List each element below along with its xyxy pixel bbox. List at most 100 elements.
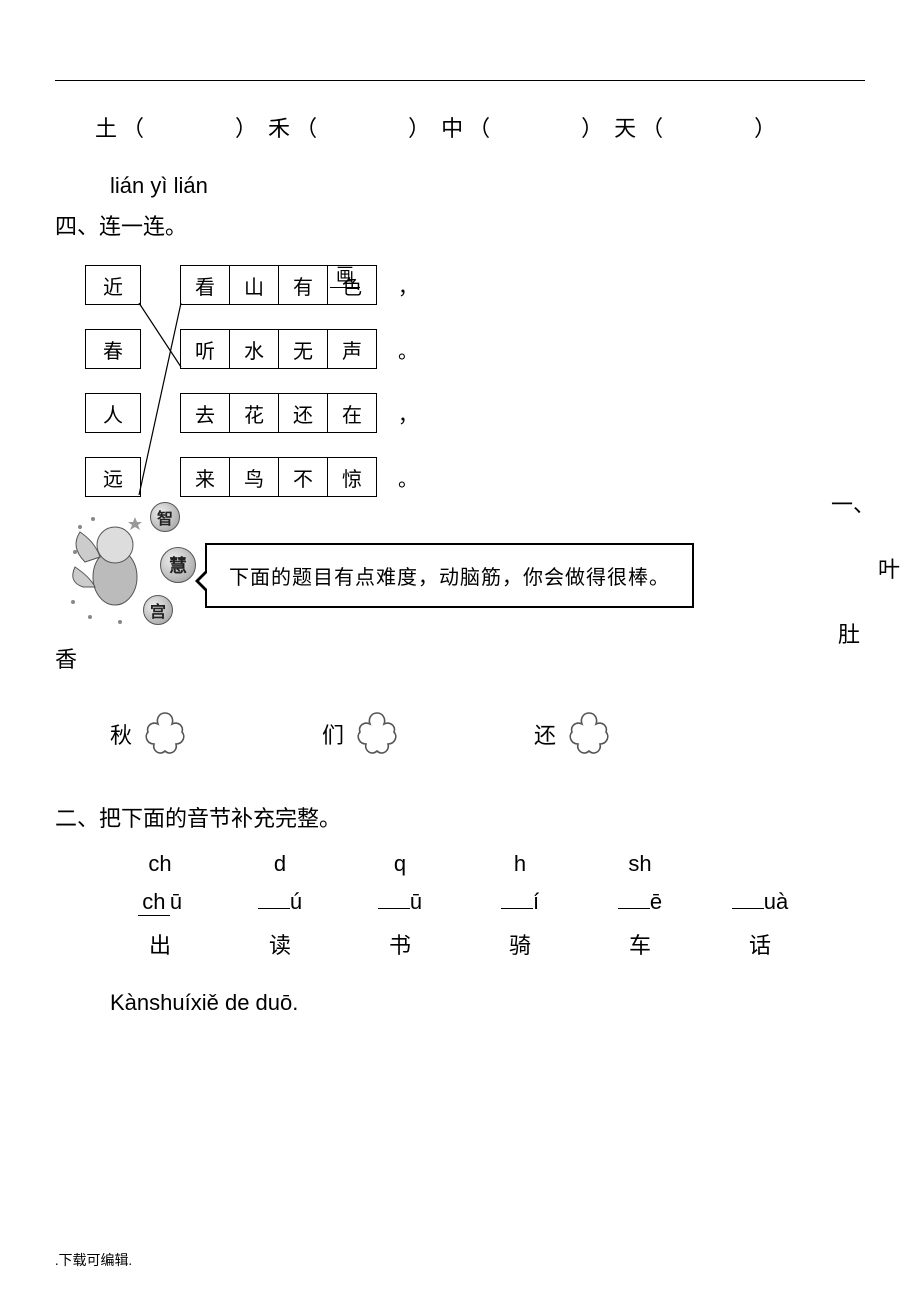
match-row: 人 去 花 还 在 ， bbox=[85, 393, 575, 433]
footer-pinyin: Kànshuíxiě de duō. bbox=[55, 990, 865, 1016]
fill-cell: d bbox=[220, 851, 340, 877]
fill-cell: 话 bbox=[700, 928, 820, 960]
flower-icon[interactable] bbox=[138, 707, 192, 761]
fill-cell: í bbox=[460, 889, 580, 916]
stray-char: 叶 bbox=[878, 552, 900, 584]
left-char-box[interactable]: 近 bbox=[85, 265, 141, 305]
fill-suffix: ū bbox=[410, 889, 422, 915]
fill-row-hanzi: 出 读 书 骑 车 话 bbox=[100, 928, 865, 960]
fill-suffix: í bbox=[533, 889, 539, 915]
paren-right: ） bbox=[581, 111, 604, 143]
blank-char: 禾 bbox=[268, 111, 291, 143]
poem-cell: 不 bbox=[278, 457, 328, 497]
fill-cell: ú bbox=[220, 889, 340, 916]
fill-cell: sh bbox=[580, 851, 700, 877]
poem-cell: 还 bbox=[278, 393, 328, 433]
fill-suffix: ū bbox=[170, 889, 182, 915]
fill-suffix: ē bbox=[650, 889, 662, 915]
poem-cell: 惊 bbox=[327, 457, 377, 497]
poem-cell: 无 bbox=[278, 329, 328, 369]
paren-left: （ bbox=[468, 111, 491, 143]
poem-cell: 花 bbox=[229, 393, 279, 433]
flower-label: 还 bbox=[534, 718, 556, 750]
flower-item: 还 bbox=[534, 707, 616, 761]
fill-blank[interactable] bbox=[501, 908, 533, 909]
poem-cell: 去 bbox=[180, 393, 230, 433]
fill-cell: 骑 bbox=[460, 928, 580, 960]
right-group: 来 鸟 不 惊 bbox=[181, 457, 377, 497]
stray-char: 肚 bbox=[838, 617, 860, 649]
poem-cell: 在 bbox=[327, 393, 377, 433]
right-group: 听 水 无 声 bbox=[181, 329, 377, 369]
coin-gong: 宫 bbox=[143, 595, 173, 625]
top-rule bbox=[55, 80, 865, 81]
fill-cell: 读 bbox=[220, 928, 340, 960]
fill-cell: ch bbox=[100, 851, 220, 877]
flower-item: 们 bbox=[322, 707, 404, 761]
left-char-box[interactable]: 远 bbox=[85, 457, 141, 497]
flower-row: 秋 们 还 bbox=[55, 707, 865, 761]
fill-suffix: uà bbox=[764, 889, 788, 915]
blank-char: 中 bbox=[441, 111, 464, 143]
fill-blank[interactable] bbox=[378, 908, 410, 909]
poem-punct: 。 bbox=[383, 457, 433, 497]
blank-item: 土 （ ） bbox=[95, 111, 258, 143]
left-char-box[interactable]: 人 bbox=[85, 393, 141, 433]
paren-right: ） bbox=[235, 111, 258, 143]
fill-blank[interactable] bbox=[618, 908, 650, 909]
sec4-heading: 四、连一连。 bbox=[55, 209, 865, 241]
flower-icon[interactable] bbox=[562, 707, 616, 761]
hint-bubble: 下面的题目有点难度，动脑筋，你会做得很棒。 bbox=[205, 543, 694, 608]
blank-item: 天 （ ） bbox=[614, 111, 777, 143]
blank-char: 土 bbox=[95, 111, 118, 143]
right-group: 看 山 有 色 bbox=[181, 265, 377, 305]
poem-cell: 水 bbox=[229, 329, 279, 369]
flower-icon[interactable] bbox=[350, 707, 404, 761]
fill-cell: ē bbox=[580, 889, 700, 916]
poem-cell: 来 bbox=[180, 457, 230, 497]
blank-char: 天 bbox=[614, 111, 637, 143]
paren-right: ） bbox=[754, 111, 777, 143]
fill-suffix: ú bbox=[290, 889, 302, 915]
paren-left: （ bbox=[122, 111, 145, 143]
fill-row-syllables: chū ú ū í ē uà bbox=[100, 889, 865, 916]
fill-cell: ū bbox=[340, 889, 460, 916]
paren-left: （ bbox=[641, 111, 664, 143]
flower-label: 秋 bbox=[110, 718, 132, 750]
fill-row-initials: ch d q h sh bbox=[100, 851, 865, 877]
blank-item: 禾 （ ） bbox=[268, 111, 431, 143]
poem-cell: 看 bbox=[180, 265, 230, 305]
flower-item: 秋 bbox=[110, 707, 192, 761]
fill-cell bbox=[700, 851, 820, 877]
footer-note: .下载可编辑. bbox=[55, 1250, 132, 1270]
match-row: 近 看 山 有 色 ， bbox=[85, 265, 575, 305]
fill-cell: q bbox=[340, 851, 460, 877]
sec2-heading: 二、把下面的音节补充完整。 bbox=[55, 801, 865, 833]
fill-blank[interactable] bbox=[258, 908, 290, 909]
fill-blank[interactable]: ch bbox=[138, 889, 170, 916]
stray-char: 一、 bbox=[831, 487, 875, 519]
match-row: 春 听 水 无 声 。 bbox=[85, 329, 575, 369]
fill-cell: uà bbox=[700, 889, 820, 916]
poem-punct: 。 bbox=[383, 329, 433, 369]
poem-punct: ， bbox=[383, 265, 433, 305]
paren-left: （ bbox=[295, 111, 318, 143]
pinyin-fill-table: ch d q h sh chū ú ū í ē uà 出 读 书 骑 车 话 bbox=[55, 851, 865, 960]
sec4-pinyin: lián yì lián bbox=[55, 173, 865, 199]
right-group: 去 花 还 在 bbox=[181, 393, 377, 433]
poem-cell: 有 bbox=[278, 265, 328, 305]
blank-item: 中 （ ） bbox=[441, 111, 604, 143]
match-row: 远 来 鸟 不 惊 。 bbox=[85, 457, 575, 497]
left-char-box[interactable]: 春 bbox=[85, 329, 141, 369]
flower-label: 们 bbox=[322, 718, 344, 750]
poem-punct: ， bbox=[383, 393, 433, 433]
fill-cell: h bbox=[460, 851, 580, 877]
fill-cell: 出 bbox=[100, 928, 220, 960]
hint-area: 智 慧 宫 下面的题目有点难度，动脑筋，你会做得很棒。 一、 叶 肚 香 bbox=[55, 507, 865, 677]
stray-char: 香 bbox=[55, 642, 77, 674]
poem-cell: 山 bbox=[229, 265, 279, 305]
fill-cell: 书 bbox=[340, 928, 460, 960]
fill-blank[interactable] bbox=[732, 908, 764, 909]
poem-cell: 声 bbox=[327, 329, 377, 369]
fairy-icon: 智 慧 宫 bbox=[65, 507, 195, 637]
